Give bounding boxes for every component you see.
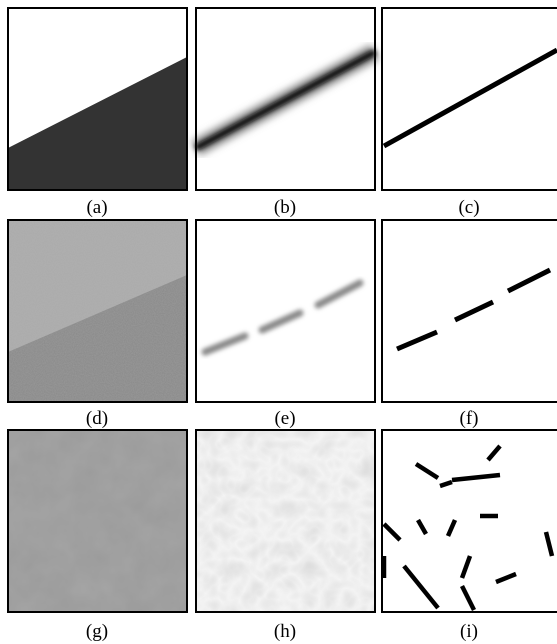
panel-i	[382, 430, 557, 612]
panel-label: (g)	[86, 621, 108, 642]
panel-label: (d)	[86, 408, 108, 429]
panel-b	[196, 8, 375, 190]
panel-d	[8, 220, 187, 402]
panel-label: (b)	[274, 197, 296, 218]
panel-label: (h)	[274, 621, 296, 642]
panel-a	[8, 8, 187, 190]
panel-label: (c)	[458, 197, 479, 218]
panel-label: (i)	[460, 621, 478, 642]
panel-label: (a)	[86, 197, 107, 218]
panel-h	[196, 430, 375, 612]
panel-c	[382, 8, 557, 190]
figure: (a) (b) (c) (d) (e) (f) (g) (h) (i)	[0, 0, 557, 644]
panel-label: (f)	[460, 408, 479, 429]
panel-label: (e)	[274, 408, 295, 429]
panel-e	[196, 220, 375, 402]
panel-g	[8, 430, 187, 612]
panel-f	[382, 220, 557, 402]
